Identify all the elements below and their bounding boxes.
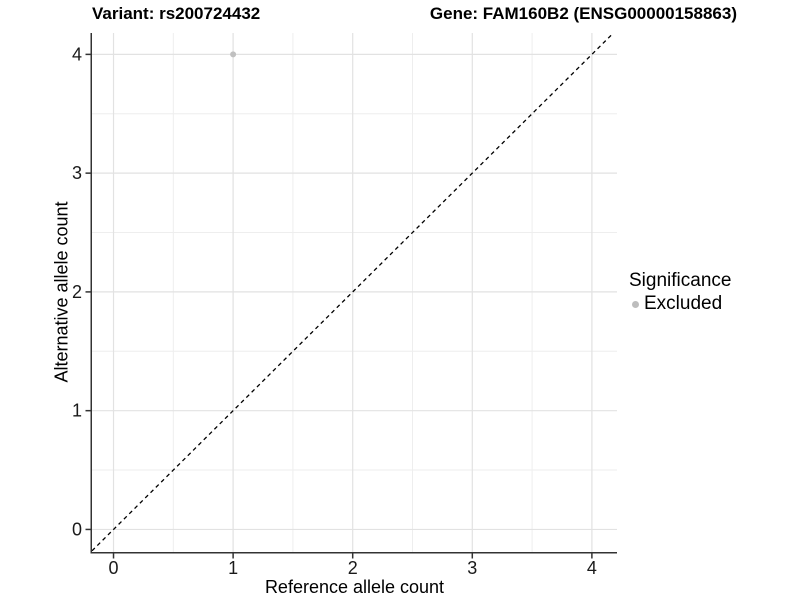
svg-text:0: 0 xyxy=(72,519,82,539)
svg-text:2: 2 xyxy=(72,282,82,302)
x-axis-title: Reference allele count xyxy=(264,577,445,597)
svg-text:4: 4 xyxy=(72,44,82,64)
svg-text:1: 1 xyxy=(228,558,238,578)
svg-text:4: 4 xyxy=(587,558,597,578)
legend-item-excluded: Excluded xyxy=(629,294,731,314)
legend: Significance Excluded xyxy=(629,271,731,314)
variant-title: Variant: rs200724432 xyxy=(92,4,261,23)
svg-text:2: 2 xyxy=(348,558,358,578)
svg-text:1: 1 xyxy=(72,401,82,421)
legend-items: Excluded xyxy=(629,294,731,314)
svg-text:3: 3 xyxy=(467,558,477,578)
legend-marker-circle-icon xyxy=(632,300,639,308)
svg-text:0: 0 xyxy=(109,558,119,578)
gene-title: Gene: FAM160B2 (ENSG00000158863) xyxy=(429,4,737,23)
legend-item-label: Excluded xyxy=(644,293,723,314)
svg-text:3: 3 xyxy=(72,163,82,183)
legend-title: Significance xyxy=(629,270,732,291)
y-axis-title: Alternative allele count xyxy=(51,201,72,383)
